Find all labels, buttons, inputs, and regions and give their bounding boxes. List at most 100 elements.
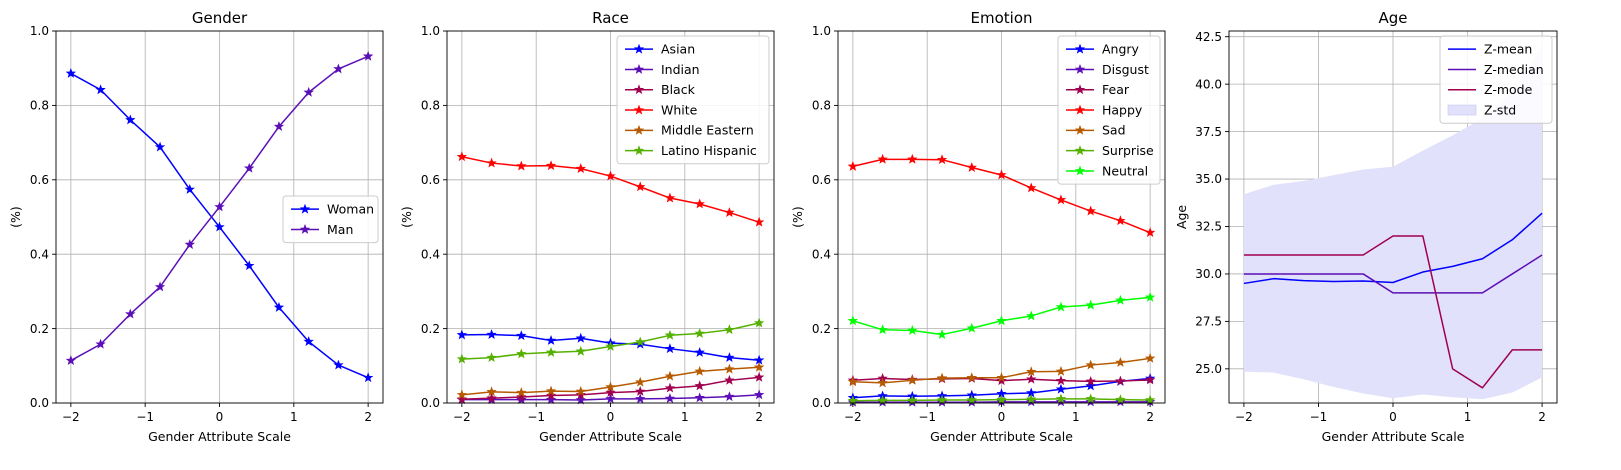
data-point-neutral — [907, 325, 918, 335]
data-point-white — [753, 216, 765, 227]
data-point-man — [333, 63, 344, 74]
x-tick-label: 1 — [290, 410, 298, 424]
data-point-neutral — [996, 315, 1007, 326]
data-point-fear — [1055, 375, 1067, 386]
data-point-fear — [1085, 375, 1096, 386]
legend-label: Z-mean — [1484, 41, 1532, 56]
data-point-woman — [333, 359, 344, 370]
data-point-happy — [847, 160, 859, 171]
series-line-z-mean — [1243, 212, 1543, 285]
data-point-indian — [635, 393, 646, 404]
x-axis-label: Gender Attribute Scale — [539, 429, 682, 444]
legend-box — [1439, 35, 1553, 124]
data-point-middle-eastern — [635, 376, 646, 387]
y-axis-label: (%) — [8, 206, 23, 228]
data-point-man — [154, 281, 166, 292]
data-point-sad — [1026, 366, 1037, 377]
data-point-black — [724, 374, 735, 385]
y-tick-label: 37.5 — [1195, 125, 1222, 139]
x-tick-label: −2 — [62, 410, 80, 424]
y-tick-label: 0.8 — [30, 99, 49, 113]
x-tick-label: 1 — [1072, 410, 1080, 424]
data-point-fear — [1144, 374, 1156, 385]
legend-marker — [633, 43, 645, 54]
legend-label: Happy — [1102, 102, 1143, 117]
y-tick-label: 0.0 — [421, 396, 440, 410]
chart-title: Emotion — [971, 9, 1033, 27]
x-tick-label: −1 — [527, 410, 545, 424]
legend-label: Sad — [1102, 123, 1126, 138]
data-point-white — [605, 170, 616, 181]
data-point-latino-hispanic — [605, 341, 616, 351]
legend: Asian Indian Black White Middle Eastern Latin… — [616, 35, 770, 165]
x-tick-label: 2 — [364, 410, 372, 424]
data-point-happy — [996, 169, 1007, 180]
x-tick-label: −1 — [918, 410, 936, 424]
data-point-middle-eastern — [694, 365, 705, 376]
legend-marker — [1074, 145, 1086, 156]
legend-label: White — [661, 102, 698, 117]
legend-marker — [633, 124, 645, 135]
data-point-latino-hispanic — [753, 317, 765, 328]
data-point-neutral — [847, 315, 859, 326]
data-point-sad — [966, 372, 977, 383]
data-point-sad — [1115, 356, 1126, 367]
y-tick-label: 0.0 — [30, 396, 49, 410]
data-point-asian — [575, 332, 586, 343]
data-point-white — [694, 198, 705, 209]
data-point-middle-eastern — [664, 370, 676, 381]
x-tick-label: 0 — [998, 410, 1006, 424]
legend-label: Surprise — [1102, 143, 1154, 158]
legend-label: Latino Hispanic — [661, 143, 757, 158]
x-tick-label: −2 — [844, 410, 862, 424]
legend-marker — [633, 104, 645, 115]
y-tick-label: 35.0 — [1195, 172, 1222, 186]
data-point-latino-hispanic — [664, 329, 676, 340]
legend-label: Angry — [1102, 41, 1140, 56]
data-point-latino-hispanic — [516, 348, 527, 359]
data-point-surprise — [907, 394, 918, 405]
data-point-black — [545, 390, 557, 400]
legend-label: Neutral — [1102, 163, 1148, 178]
data-point-surprise — [1055, 393, 1067, 404]
data-point-latino-hispanic — [635, 336, 646, 347]
y-tick-label: 0.0 — [812, 396, 831, 410]
data-point-middle-eastern — [753, 361, 765, 372]
y-tick-label: 0.4 — [421, 247, 440, 261]
data-point-black — [635, 386, 646, 396]
data-point-latino-hispanic — [575, 345, 586, 356]
y-tick-label: 27.5 — [1195, 315, 1222, 329]
y-axis-label: (%) — [399, 206, 414, 228]
data-point-happy — [1055, 194, 1067, 205]
data-point-latino-hispanic — [486, 352, 497, 363]
y-tick-label: 0.8 — [421, 99, 440, 113]
data-point-asian — [664, 343, 676, 354]
y-tick-label: 32.5 — [1195, 220, 1222, 234]
data-point-woman — [273, 301, 285, 312]
data-point-woman — [362, 372, 374, 383]
series-band-z-std — [1243, 46, 1543, 400]
legend-marker — [1074, 104, 1086, 115]
data-point-man — [184, 239, 195, 249]
legend-label: Woman — [327, 201, 374, 216]
data-point-man — [125, 308, 136, 319]
data-point-surprise — [1026, 393, 1037, 404]
data-point-indian — [605, 393, 616, 404]
data-point-fear — [996, 375, 1007, 386]
data-point-surprise — [966, 394, 977, 405]
data-point-woman — [95, 84, 106, 95]
chart-panel-emotion: −2 −1 0 1 2 0.0 0.2 0.4 0.6 0.8 1.0 Emotion Gender A… — [790, 9, 1166, 444]
x-tick-label: −1 — [136, 410, 154, 424]
data-point-surprise — [936, 394, 948, 405]
legend-marker — [1074, 124, 1086, 135]
x-axis-label: Gender Attribute Scale — [148, 429, 291, 444]
data-point-black — [664, 382, 676, 393]
data-point-happy — [966, 162, 977, 172]
y-tick-label: 1.0 — [421, 24, 440, 38]
data-point-black — [575, 389, 586, 400]
legend-label: Fear — [1102, 82, 1130, 97]
x-tick-label: 1 — [1464, 410, 1472, 424]
data-point-latino-hispanic — [694, 327, 705, 338]
data-point-indian — [753, 389, 765, 400]
